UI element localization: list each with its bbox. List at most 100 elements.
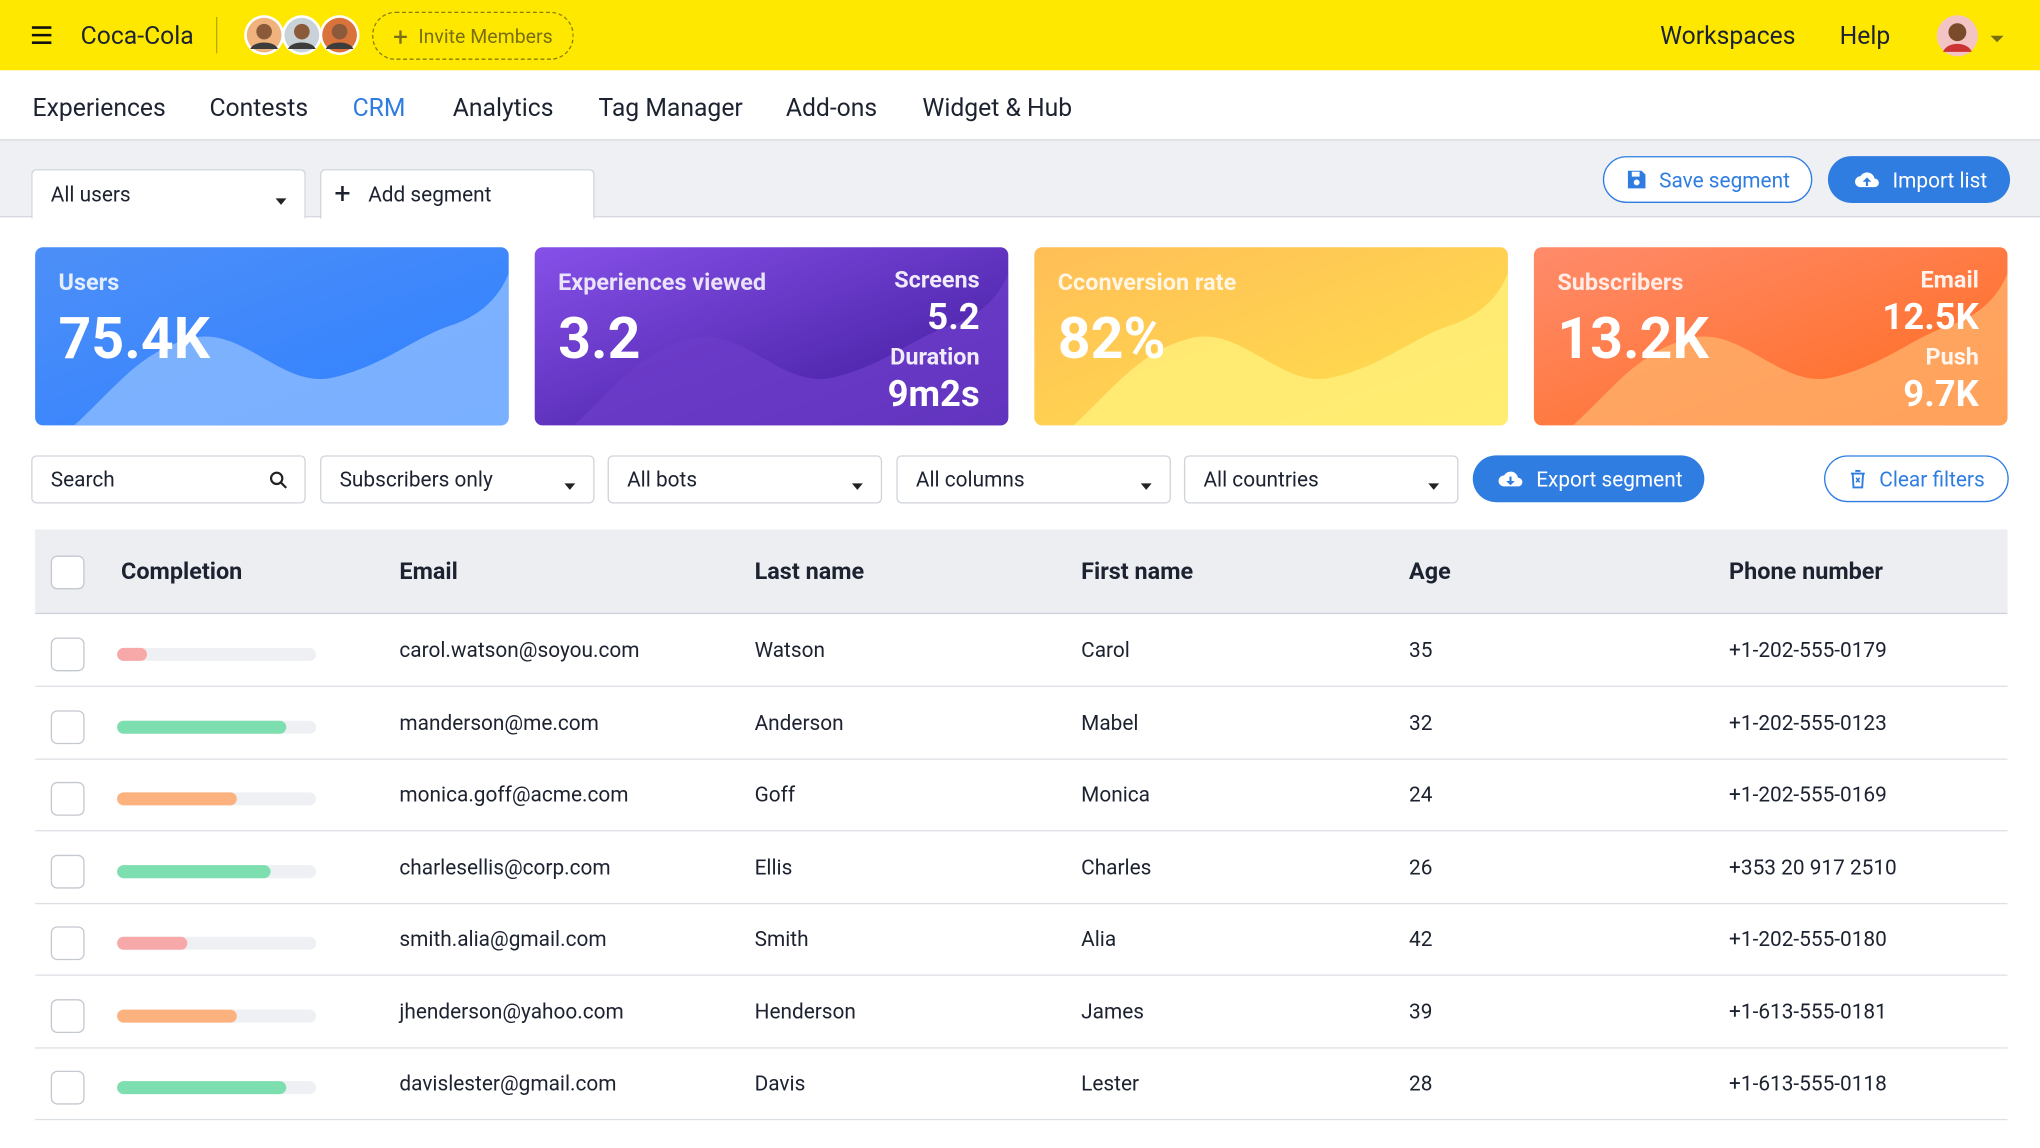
label: Clear filters	[1879, 466, 1985, 492]
column-header: Phone number	[1729, 560, 1883, 584]
select-all[interactable]	[50, 555, 85, 590]
label: 24	[1409, 781, 1433, 807]
label: 32	[1409, 709, 1433, 735]
nav-item[interactable]: Add-ons	[786, 95, 877, 120]
cell: 32	[1409, 712, 1432, 733]
completion-track	[117, 792, 317, 806]
filter-dropdown[interactable]: All bots	[607, 455, 883, 504]
label: Import list	[1892, 167, 1988, 192]
cell: Carol	[1081, 639, 1130, 661]
card-value: 82%	[1058, 304, 1166, 372]
caret-svg	[275, 198, 287, 205]
filter-dropdown[interactable]: All countries	[1183, 455, 1459, 504]
extra-label: Email	[1920, 269, 1978, 292]
caret-svg	[851, 483, 863, 490]
export-segment[interactable]: Export segment	[1472, 455, 1705, 503]
label: 28	[1409, 1070, 1433, 1096]
card-wave	[74, 273, 509, 426]
completion-bar	[117, 1081, 287, 1095]
search-input[interactable]: Search	[31, 455, 306, 504]
label: Screens	[894, 266, 980, 295]
label: 82%	[1057, 304, 1166, 373]
label: +1-202-555-0180	[1729, 926, 1887, 952]
label: Add segment	[368, 182, 492, 207]
menu-icon	[29, 22, 55, 48]
cell: +1-202-555-0169	[1729, 784, 1887, 806]
label: Analytics	[452, 92, 554, 123]
completion-track	[117, 720, 317, 734]
column-header: Age	[1409, 558, 1451, 586]
caret	[850, 474, 866, 490]
filter-dropdown[interactable]: Subscribers only	[320, 455, 595, 504]
invite-button[interactable]: + Invite Members	[372, 11, 574, 60]
member-avatar	[281, 14, 323, 56]
row-checkbox[interactable]	[50, 637, 85, 672]
row-checkbox[interactable]	[50, 998, 85, 1033]
label: Age	[1409, 558, 1451, 586]
cell: +353 20 917 2510	[1729, 856, 1897, 878]
header-link[interactable]: Help	[1840, 23, 1891, 48]
label: Monica	[1081, 781, 1150, 807]
stat-card: Users 75.4K	[35, 247, 509, 426]
label: 75.4K	[58, 304, 211, 373]
card-value: 75.4K	[59, 304, 211, 372]
nav-item[interactable]: Tag Manager	[598, 95, 742, 120]
header-link[interactable]: Workspaces	[1660, 23, 1795, 48]
row-checkbox[interactable]	[50, 709, 85, 744]
label: Clear filters	[1879, 466, 1984, 491]
row-checkbox[interactable]	[50, 781, 85, 816]
extra-label: Push	[1925, 343, 1979, 371]
row-checkbox[interactable]	[50, 1070, 85, 1105]
cloud-icon-svg	[1498, 471, 1523, 487]
label: manderson@me.com	[399, 709, 599, 735]
brand: Coca-Cola	[81, 23, 194, 48]
filter-dropdown[interactable]: All columns	[896, 455, 1171, 504]
stat-card: Subscribers 13.2K Email 12.5K Push 9.7K	[1533, 247, 2008, 426]
table-row	[35, 1047, 2008, 1121]
caret-svg	[1990, 35, 2004, 43]
cell: 39	[1409, 998, 1433, 1024]
caret	[273, 189, 289, 205]
member-avatar-svg	[319, 15, 360, 56]
search-icon-svg	[269, 471, 287, 489]
cell: 24	[1409, 781, 1433, 807]
segment-dropdown[interactable]: All users	[31, 169, 306, 219]
cell: charlesellis@corp.com	[399, 856, 610, 878]
completion-track	[117, 864, 317, 878]
completion-bar	[117, 720, 287, 734]
label: Watson	[754, 637, 825, 663]
cell: monica.goff@acme.com	[399, 784, 628, 806]
label: Lester	[1081, 1070, 1140, 1096]
nav-item[interactable]: CRM	[353, 95, 406, 120]
label: +1-613-555-0118	[1729, 1070, 1887, 1096]
label: 5.2	[927, 295, 980, 339]
label: davislester@gmail.com	[399, 1070, 617, 1096]
label: smith.alia@gmail.com	[399, 926, 607, 952]
save-segment[interactable]: Save segment	[1602, 156, 1813, 203]
card-value: 13.2K	[1557, 304, 1709, 372]
completion-track	[117, 647, 317, 661]
label: Push	[1925, 343, 1979, 371]
import-list[interactable]: Import list	[1827, 156, 2011, 203]
nav-item[interactable]: Experiences	[33, 95, 166, 120]
label: 42	[1409, 926, 1433, 952]
label: 39	[1409, 998, 1433, 1024]
cell: +1-613-555-0118	[1729, 1073, 1887, 1094]
column-header: Email	[399, 560, 457, 584]
table-row	[35, 686, 2008, 760]
table-row	[35, 831, 2008, 904]
cell: smith.alia@gmail.com	[399, 926, 607, 952]
row-checkbox[interactable]	[50, 926, 85, 961]
row-checkbox[interactable]	[50, 854, 85, 888]
column-header: Last name	[755, 560, 865, 584]
label: 9m2s	[887, 372, 980, 416]
nav-item[interactable]: Analytics	[453, 95, 554, 120]
label: carol.watson@soyou.com	[399, 637, 640, 663]
label: James	[1081, 998, 1145, 1024]
nav-item[interactable]: Contests	[209, 95, 308, 120]
label: Alia	[1081, 926, 1117, 952]
clear-filters[interactable]: Clear filters	[1824, 455, 2009, 503]
nav-item[interactable]: Widget & Hub	[922, 95, 1072, 120]
add-segment[interactable]: Add segment	[320, 169, 595, 219]
completion-bar	[117, 792, 237, 806]
